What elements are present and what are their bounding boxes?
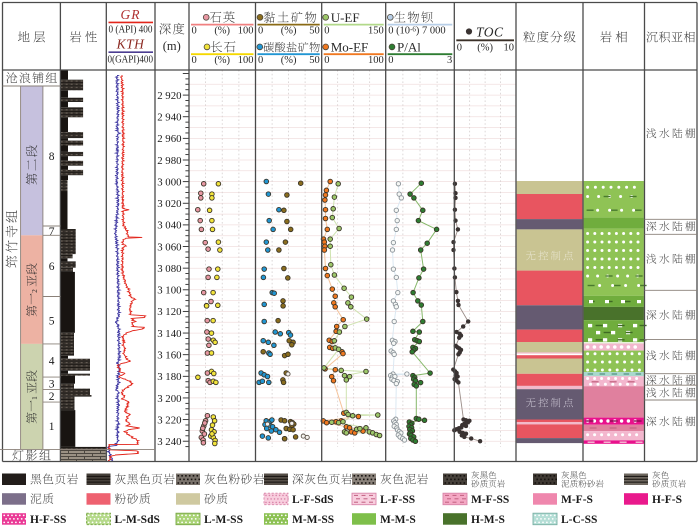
- svg-text:0(GAPI)400: 0(GAPI)400: [108, 54, 154, 65]
- svg-text:3: 3: [447, 55, 452, 66]
- svg-text:100: 100: [368, 55, 384, 66]
- svg-text:0: 0: [258, 55, 263, 66]
- svg-text:M-M-SS: M-M-SS: [292, 514, 334, 526]
- svg-text:3 180: 3 180: [157, 371, 181, 383]
- svg-text:Mo-EF: Mo-EF: [331, 39, 369, 54]
- svg-text:100: 100: [238, 26, 254, 37]
- svg-text:0 (10-6) 7 000: 0 (10-6) 7 000: [388, 25, 445, 36]
- svg-text:(%): (%): [214, 26, 230, 37]
- svg-text:(%): (%): [477, 43, 493, 54]
- svg-text:8: 8: [49, 151, 55, 163]
- svg-text:3 140: 3 140: [157, 328, 181, 340]
- svg-text:4: 4: [49, 356, 55, 368]
- svg-text:H-M-S: H-M-S: [471, 514, 505, 526]
- svg-text:0: 0: [192, 26, 197, 37]
- svg-text:6: 6: [49, 261, 55, 273]
- svg-text:3 120: 3 120: [157, 306, 181, 318]
- svg-text:KTH: KTH: [116, 37, 146, 52]
- svg-text:2 960: 2 960: [157, 133, 181, 145]
- svg-text:3 240: 3 240: [157, 436, 181, 448]
- svg-text:L-M-SS: L-M-SS: [204, 514, 243, 526]
- svg-text:2: 2: [49, 391, 55, 403]
- svg-text:(%): (%): [281, 55, 297, 66]
- svg-text:100: 100: [238, 55, 254, 66]
- svg-text:3 100: 3 100: [157, 285, 181, 297]
- svg-text:150: 150: [368, 26, 384, 37]
- svg-text:50: 50: [309, 55, 320, 66]
- svg-text:3 000: 3 000: [157, 176, 181, 188]
- svg-text:M-F-SS: M-F-SS: [471, 494, 509, 506]
- svg-text:3 040: 3 040: [157, 220, 181, 232]
- svg-text:U-EF: U-EF: [331, 10, 360, 25]
- svg-text:L-F-SdS: L-F-SdS: [292, 494, 334, 506]
- svg-text:(%): (%): [214, 55, 230, 66]
- svg-text:TOC: TOC: [476, 24, 504, 39]
- svg-text:2 920: 2 920: [157, 90, 181, 102]
- svg-text:GR: GR: [121, 7, 141, 22]
- svg-text:(%): (%): [281, 26, 297, 37]
- svg-text:0: 0: [324, 26, 329, 37]
- svg-text:7: 7: [49, 226, 55, 238]
- svg-text:M-F-S: M-F-S: [561, 494, 593, 506]
- svg-text:3 200: 3 200: [157, 393, 181, 405]
- svg-text:L-M-SdS: L-M-SdS: [115, 514, 160, 526]
- svg-text:H-F-S: H-F-S: [652, 494, 682, 506]
- svg-text:10: 10: [504, 43, 515, 54]
- svg-text:2: 2: [30, 289, 39, 293]
- svg-text:1: 1: [30, 396, 39, 400]
- svg-text:(m): (m): [163, 39, 181, 53]
- svg-text:M-M-S: M-M-S: [380, 514, 416, 526]
- svg-text:0: 0: [457, 43, 462, 54]
- svg-text:L-C-SS: L-C-SS: [561, 514, 597, 526]
- svg-text:3 020: 3 020: [157, 198, 181, 210]
- svg-text:3: 3: [49, 378, 55, 390]
- svg-text:L-F-SS: L-F-SS: [380, 494, 415, 506]
- svg-text:0: 0: [324, 55, 329, 66]
- svg-text:0 (API) 400: 0 (API) 400: [109, 25, 153, 36]
- svg-text:5: 5: [49, 315, 55, 327]
- svg-text:2 940: 2 940: [157, 112, 181, 124]
- svg-text:3 220: 3 220: [157, 414, 181, 426]
- svg-text:P/Al: P/Al: [397, 39, 421, 54]
- svg-text:0: 0: [258, 26, 263, 37]
- svg-text:3 080: 3 080: [157, 263, 181, 275]
- svg-text:1: 1: [49, 421, 55, 433]
- svg-text:2 980: 2 980: [157, 155, 181, 167]
- svg-text:H-F-SS: H-F-SS: [30, 514, 66, 526]
- svg-text:3 060: 3 060: [157, 241, 181, 253]
- svg-text:0: 0: [192, 55, 197, 66]
- svg-text:3 160: 3 160: [157, 349, 181, 361]
- svg-text:50: 50: [309, 26, 320, 37]
- svg-text:0: 0: [388, 55, 393, 66]
